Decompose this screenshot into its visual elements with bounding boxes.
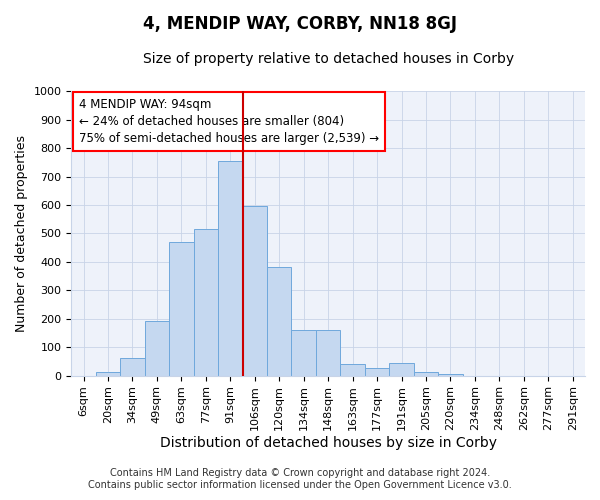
Bar bbox=[389, 363, 414, 376]
Bar bbox=[194, 229, 218, 376]
Bar bbox=[365, 368, 389, 376]
Bar bbox=[169, 242, 194, 376]
Bar bbox=[414, 372, 438, 376]
Bar bbox=[267, 266, 292, 376]
Text: Contains HM Land Registry data © Crown copyright and database right 2024.
Contai: Contains HM Land Registry data © Crown c… bbox=[88, 468, 512, 490]
Bar bbox=[120, 358, 145, 376]
Bar bbox=[242, 206, 267, 376]
Bar bbox=[316, 330, 340, 376]
Y-axis label: Number of detached properties: Number of detached properties bbox=[15, 135, 28, 332]
Bar bbox=[145, 320, 169, 376]
Title: Size of property relative to detached houses in Corby: Size of property relative to detached ho… bbox=[143, 52, 514, 66]
Bar bbox=[438, 374, 463, 376]
Text: 4 MENDIP WAY: 94sqm
← 24% of detached houses are smaller (804)
75% of semi-detac: 4 MENDIP WAY: 94sqm ← 24% of detached ho… bbox=[79, 98, 379, 146]
Bar bbox=[218, 161, 242, 376]
Bar bbox=[96, 372, 120, 376]
Bar bbox=[340, 364, 365, 376]
X-axis label: Distribution of detached houses by size in Corby: Distribution of detached houses by size … bbox=[160, 436, 497, 450]
Text: 4, MENDIP WAY, CORBY, NN18 8GJ: 4, MENDIP WAY, CORBY, NN18 8GJ bbox=[143, 15, 457, 33]
Bar bbox=[292, 330, 316, 376]
